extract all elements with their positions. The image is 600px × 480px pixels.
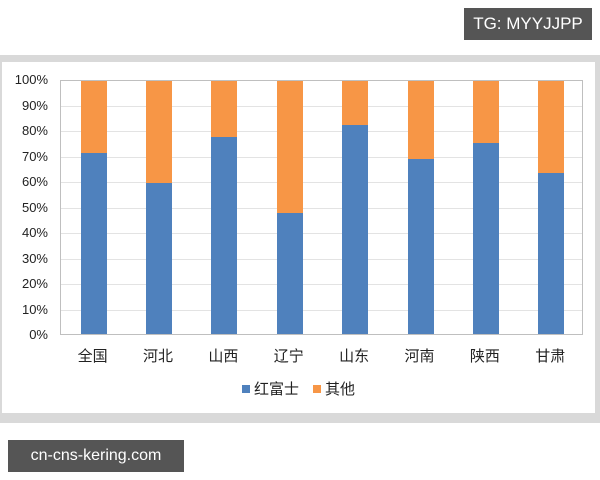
bar-segment-fuji: [276, 212, 303, 334]
bar-7: [538, 81, 565, 334]
y-tick-label: 40%: [21, 225, 48, 240]
gridline: [61, 284, 582, 285]
legend-label-other: 其他: [325, 380, 356, 398]
bar-segment-fuji: [211, 136, 238, 334]
y-tick-label: 30%: [21, 250, 48, 266]
x-tick-label: 河北: [143, 347, 174, 365]
legend-swatch-fuji: [241, 384, 250, 393]
legend-label-fuji: 红富士: [253, 380, 299, 398]
bar-3: [276, 81, 303, 334]
bar-5: [407, 81, 434, 334]
x-tick-label: 全国: [77, 347, 108, 365]
plot-area: [60, 80, 583, 335]
chart-panel: 0% 10% 20% 30% 40% 50% 60% 70% 80% 90% 100% 全国 河北 山西…: [2, 62, 595, 413]
legend-item-fuji: 红富士: [241, 378, 299, 399]
legend-swatch-other: [313, 384, 321, 393]
y-tick-label: 80%: [21, 123, 48, 138]
y-tick-label: 20%: [21, 276, 48, 291]
bar-1: [146, 81, 173, 334]
x-tick-label: 山西: [208, 347, 239, 365]
y-tick-label: 10%: [21, 301, 48, 317]
bar-segment-other: [407, 81, 434, 160]
y-tick-label: 70%: [21, 148, 48, 164]
bar-4: [342, 81, 369, 334]
bar-2: [211, 81, 238, 334]
bar-segment-other: [80, 81, 107, 154]
y-tick-label: 60%: [21, 174, 48, 189]
x-tick-label: 陕西: [469, 347, 500, 365]
bar-segment-fuji: [80, 153, 107, 334]
bar-segment-other: [276, 81, 303, 213]
watermark-top: TG: MYYJJPP: [464, 8, 592, 40]
bar-segment-fuji: [472, 142, 499, 334]
x-tick-label: 河南: [404, 347, 435, 365]
bar-segment-other: [472, 81, 499, 143]
bar-segment-other: [342, 81, 369, 126]
gridline: [61, 207, 582, 209]
y-tick-label: 0%: [29, 327, 48, 342]
x-tick-label: 辽宁: [273, 347, 304, 365]
bar-segment-fuji: [538, 173, 565, 334]
x-tick-label: 山东: [339, 347, 370, 365]
gridline: [61, 309, 582, 311]
legend-item-other: 其他: [313, 378, 355, 399]
bar-segment-other: [211, 81, 238, 137]
bar-segment-fuji: [342, 125, 369, 334]
bar-segment-other: [146, 81, 173, 184]
gridline: [61, 233, 582, 234]
y-tick-label: 50%: [21, 199, 48, 215]
bar-segment-fuji: [407, 159, 434, 334]
gridline: [61, 131, 582, 132]
gridline: [61, 182, 582, 183]
bar-0: [80, 81, 107, 334]
gridline: [61, 105, 582, 107]
x-tick-label: 甘肃: [535, 347, 566, 365]
gridline: [61, 156, 582, 158]
bar-segment-other: [538, 81, 565, 174]
watermark-bottom: cn-cns-kering.com: [8, 440, 184, 472]
bar-6: [472, 81, 499, 334]
gridline: [61, 258, 582, 260]
bar-segment-fuji: [146, 183, 173, 334]
legend: 红富士 其他: [2, 378, 595, 399]
y-tick-label: 100%: [14, 72, 48, 87]
y-tick-label: 90%: [21, 97, 48, 113]
